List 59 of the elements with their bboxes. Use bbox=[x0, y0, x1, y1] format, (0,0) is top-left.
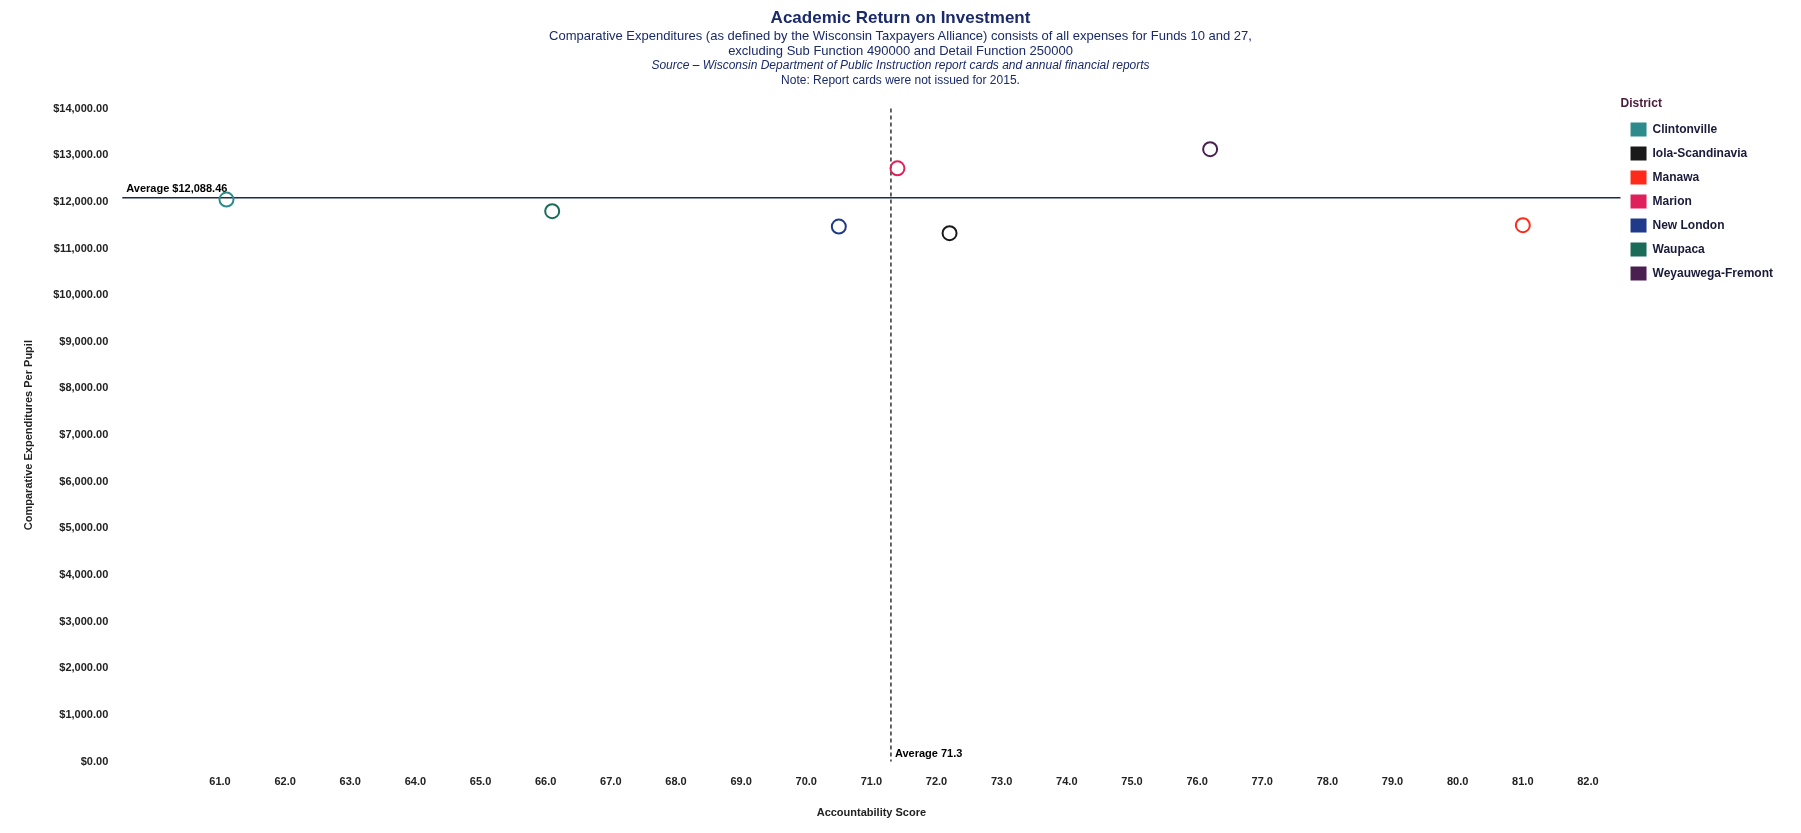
y-tick-label: $5,000.00 bbox=[59, 521, 109, 534]
point bbox=[1514, 217, 1531, 234]
x-tick-label: 63.0 bbox=[339, 775, 361, 788]
legend-label: Weyauwega-Fremont bbox=[1652, 265, 1773, 280]
chart-title: Academic Return on Investment bbox=[769, 8, 1032, 28]
legend-title: District bbox=[1620, 96, 1662, 111]
legend-label: Clintonville bbox=[1652, 121, 1718, 136]
x-tick-label: 62.0 bbox=[274, 775, 296, 788]
x-tick-label: 68.0 bbox=[665, 775, 687, 788]
x-tick-label: 67.0 bbox=[600, 775, 622, 788]
y-tick-label: $6,000.00 bbox=[59, 474, 109, 487]
x-tick-label: 82.0 bbox=[1577, 775, 1599, 788]
y-tick-label: $12,000.00 bbox=[53, 194, 109, 207]
x-tick-label: 81.0 bbox=[1512, 775, 1534, 788]
y-tick-label: $9,000.00 bbox=[59, 334, 109, 347]
y-tick-label: $0.00 bbox=[80, 754, 109, 767]
point bbox=[544, 203, 561, 220]
y-tick-label: $4,000.00 bbox=[59, 568, 109, 581]
x-tick-label: 65.0 bbox=[469, 775, 492, 788]
x-tick-label: 77.0 bbox=[1251, 775, 1273, 788]
point bbox=[830, 218, 847, 235]
x-tick-label: 80.0 bbox=[1446, 775, 1469, 788]
x-tick-label: 74.0 bbox=[1056, 775, 1078, 788]
y-tick-label: $14,000.00 bbox=[53, 101, 109, 114]
source-note: Source – Wisconsin Department of Public Instruction report cards and annual financial reports bbox=[650, 58, 1151, 73]
legend-label: Marion bbox=[1652, 193, 1692, 208]
legend-label: Waupaca bbox=[1652, 241, 1706, 256]
y-tick-label: $2,000.00 bbox=[59, 661, 109, 674]
y-tick-label: $8,000.00 bbox=[59, 381, 109, 394]
y-tick-label: $11,000.00 bbox=[53, 241, 109, 254]
legend-label: Manawa bbox=[1652, 169, 1700, 184]
x-tick-label: 61.0 bbox=[209, 775, 231, 788]
legend-label: Iola-Scandinavia bbox=[1652, 145, 1748, 160]
y-tick-label: $7,000.00 bbox=[59, 428, 109, 441]
y-tick-label: $10,000.00 bbox=[53, 288, 109, 301]
x-tick-label: 69.0 bbox=[730, 775, 752, 788]
x-tick-label: 64.0 bbox=[404, 775, 427, 788]
x-tick-label: 79.0 bbox=[1381, 775, 1404, 788]
x-tick-label: 76.0 bbox=[1186, 775, 1208, 788]
x-tick-label: 71.0 bbox=[860, 775, 883, 788]
y-tick-label: $3,000.00 bbox=[59, 614, 109, 627]
y-axis-title: Comparative Expenditures Per Pupil bbox=[21, 340, 34, 531]
ref-line-label: Average 71.3 bbox=[894, 747, 963, 760]
x-tick-label: 75.0 bbox=[1121, 775, 1143, 788]
chart-subtitle: Comparative Expenditures (as defined by the Wisconsin Taxpayers Alliance) consists of all expenses for Funds 10 and 27, excluding Sub Function 490000 and Detail Function 250000 bbox=[548, 28, 1253, 58]
x-tick-label: 78.0 bbox=[1316, 775, 1339, 788]
x-tick-label: 66.0 bbox=[534, 775, 557, 788]
point bbox=[889, 160, 906, 177]
x-tick-label: 73.0 bbox=[990, 775, 1013, 788]
x-tick-label: 72.0 bbox=[925, 775, 948, 788]
y-tick-label: $1,000.00 bbox=[59, 707, 109, 720]
ref-line-label: Average $12,088.46 bbox=[126, 182, 228, 195]
point bbox=[1202, 141, 1219, 158]
legend-label: New London bbox=[1652, 217, 1725, 232]
y-tick-label: $13,000.00 bbox=[53, 148, 109, 161]
point bbox=[941, 225, 958, 242]
x-tick-label: 70.0 bbox=[795, 775, 817, 788]
x-axis-title: Accountability Score bbox=[816, 806, 927, 819]
text: Note: Report cards were not issued for 2015. bbox=[780, 73, 1021, 88]
